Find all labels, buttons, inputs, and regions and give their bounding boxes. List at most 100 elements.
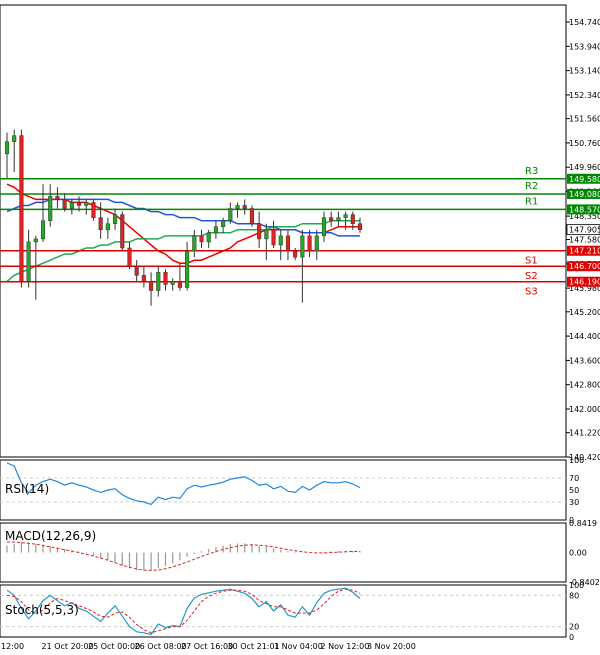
macd-panel: 0.8419 0.00 -0.8402 xyxy=(0,519,600,587)
candle-body xyxy=(170,281,175,285)
stoch-axis-label: 0 xyxy=(569,633,574,642)
level-price-tag xyxy=(567,204,600,215)
macd-frame xyxy=(0,522,567,583)
level-price-label: 146.700 xyxy=(569,262,600,271)
stoch-title: Stoch(5,5,3) xyxy=(5,603,79,617)
candle-body xyxy=(55,196,60,200)
candle-body xyxy=(105,223,110,231)
candle-body xyxy=(199,235,204,243)
candle-body xyxy=(321,217,327,237)
level-price-tag xyxy=(567,245,600,256)
candle-body xyxy=(177,281,182,288)
level-price-tag xyxy=(567,261,600,272)
candle-body xyxy=(192,235,197,252)
price-axis-label: 142.000 xyxy=(569,405,600,414)
candle-body xyxy=(62,199,67,209)
price-axis-label: 147.580 xyxy=(569,236,600,245)
level-price-label: 147.210 xyxy=(569,247,600,256)
candle-body xyxy=(185,250,190,288)
macd-signal-line xyxy=(7,541,360,571)
candle-body xyxy=(307,235,312,252)
price-axis-label: 153.940 xyxy=(569,42,600,51)
level-name-label: S2 xyxy=(525,271,538,282)
time-axis-label: 3 Nov 20:00 xyxy=(367,642,416,651)
price-axis-label: 150.760 xyxy=(569,139,600,148)
current-price-tag xyxy=(566,224,600,236)
candle-body xyxy=(134,265,139,276)
candle-body xyxy=(26,241,31,282)
time-axis-label: 26 Oct 08:00 xyxy=(135,642,187,651)
candle-body xyxy=(33,238,38,243)
price-plot-frame xyxy=(0,4,567,458)
stoch-k-line xyxy=(6,587,361,636)
time-axis-label: 21 Oct 20:00 xyxy=(42,642,94,651)
candle-body xyxy=(271,229,276,246)
level-name-label: R1 xyxy=(525,196,538,207)
time-axis-label: 2 Nov 12:00 xyxy=(321,642,370,651)
candle-body xyxy=(336,217,341,221)
price-axis-label: 145.200 xyxy=(569,308,600,317)
price-axis-label: 140.420 xyxy=(569,453,600,462)
candle-body xyxy=(127,247,132,267)
stoch-axis-label: 20 xyxy=(569,623,579,632)
candle-body xyxy=(264,229,269,240)
rsi-axis-label: 0 xyxy=(569,516,574,525)
candle-body xyxy=(206,232,211,243)
candle-body xyxy=(343,214,348,218)
price-axis-label: 143.600 xyxy=(569,356,600,365)
macd-title: MACD(12,26,9) xyxy=(5,529,96,543)
rsi-axis-label: 50 xyxy=(569,486,579,495)
candle-body xyxy=(242,205,247,209)
candle-body xyxy=(228,208,233,221)
level-price-label: 149.080 xyxy=(569,190,600,199)
candle-body xyxy=(156,272,161,291)
candle-body xyxy=(350,214,355,224)
candle-body xyxy=(91,202,96,218)
time-axis-label: 1 Nov 04:00 xyxy=(274,642,323,651)
candle-body xyxy=(278,235,283,246)
price-panel: 154.740 153.940 153.140 152.340 151.560 150.7… xyxy=(0,4,600,462)
stoch-frame xyxy=(0,584,567,638)
price-axis-label: 152.340 xyxy=(569,91,600,100)
candle-body xyxy=(98,217,103,231)
time-axis-label: 30 Oct 21:01 xyxy=(228,642,280,651)
stoch-d-line xyxy=(6,588,361,634)
price-axis-label: 144.400 xyxy=(569,332,600,341)
candle-body xyxy=(163,272,168,285)
candle-body xyxy=(149,281,154,291)
level-name-label: S3 xyxy=(525,287,538,298)
time-axis-label: 12:00 xyxy=(1,642,24,651)
level-name-label: R3 xyxy=(525,166,538,177)
macd-axis-label: -0.8402 xyxy=(569,578,600,587)
rsi-axis-label: 70 xyxy=(569,474,579,483)
candle-body xyxy=(113,214,118,224)
level-price-label: 148.570 xyxy=(569,205,600,214)
level-price-tag xyxy=(567,276,600,287)
time-axis-label: 27 Oct 16:00 xyxy=(181,642,233,651)
candle-body xyxy=(329,217,334,221)
stoch-axis-label: 100 xyxy=(569,581,584,590)
candle-body xyxy=(76,202,82,206)
candle-body xyxy=(84,202,89,206)
price-axis-label: 151.560 xyxy=(569,115,600,124)
rsi-axis-label: 100 xyxy=(569,456,584,465)
moving-average-line xyxy=(6,219,360,282)
candle-body xyxy=(40,220,46,240)
macd-axis-label: 0.00 xyxy=(569,549,587,558)
price-axis-label: 148.350 xyxy=(569,212,600,221)
level-price-tag xyxy=(567,188,600,199)
candle-body xyxy=(19,135,24,282)
candle-body xyxy=(293,250,298,258)
rsi-axis-label: 30 xyxy=(569,498,579,507)
price-axis-label: 142.800 xyxy=(569,381,600,390)
macd-axis-label: 0.8419 xyxy=(569,519,597,528)
level-name-label: S1 xyxy=(525,256,538,267)
candle-body xyxy=(4,141,10,155)
price-axis-label: 154.740 xyxy=(569,18,600,27)
candle-body xyxy=(141,275,146,282)
price-axis-label: 149.960 xyxy=(569,163,600,172)
rsi-title: RSI(14) xyxy=(5,482,49,496)
level-price-label: 149.580 xyxy=(569,175,600,184)
